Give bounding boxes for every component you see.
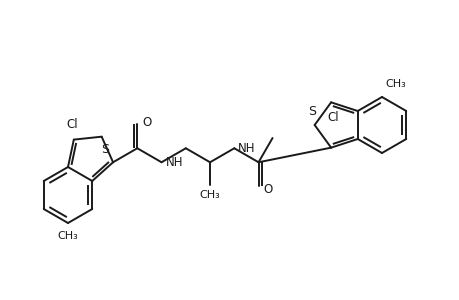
Text: S: S <box>307 105 315 118</box>
Text: S: S <box>101 143 108 156</box>
Text: O: O <box>263 183 272 196</box>
Text: Cl: Cl <box>327 111 338 124</box>
Text: Cl: Cl <box>66 118 78 130</box>
Text: O: O <box>142 116 151 129</box>
Text: NH: NH <box>238 142 255 155</box>
Text: CH₃: CH₃ <box>57 231 78 241</box>
Text: CH₃: CH₃ <box>199 190 220 200</box>
Text: CH₃: CH₃ <box>384 79 405 89</box>
Text: NH: NH <box>165 156 183 169</box>
